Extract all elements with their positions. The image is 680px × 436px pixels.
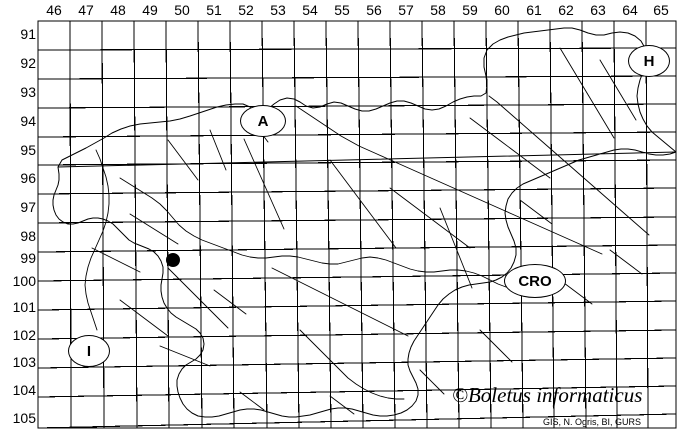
row-label-97: 97 xyxy=(20,199,36,215)
country-label-hungary: H xyxy=(628,45,670,77)
row-label-98: 98 xyxy=(20,228,36,244)
col-label-52: 52 xyxy=(238,2,254,18)
record-layer xyxy=(166,253,180,267)
row-label-105: 105 xyxy=(12,410,36,426)
col-label-62: 62 xyxy=(558,2,574,18)
row-label-95: 95 xyxy=(20,142,36,158)
col-label-61: 61 xyxy=(526,2,542,18)
col-label-56: 56 xyxy=(366,2,382,18)
col-label-58: 58 xyxy=(430,2,446,18)
col-label-48: 48 xyxy=(110,2,126,18)
country-label-croatia: CRO xyxy=(504,264,566,298)
col-label-47: 47 xyxy=(78,2,94,18)
row-label-103: 103 xyxy=(12,354,36,370)
col-label-59: 59 xyxy=(462,2,478,18)
col-label-65: 65 xyxy=(653,2,669,18)
watermark-text: ©Boletus informaticus xyxy=(452,383,643,407)
col-label-63: 63 xyxy=(590,2,606,18)
row-label-94: 94 xyxy=(20,113,36,129)
row-label-91: 91 xyxy=(20,26,36,42)
record-point[interactable] xyxy=(166,253,180,267)
col-label-50: 50 xyxy=(174,2,190,18)
col-label-64: 64 xyxy=(622,2,638,18)
row-label-102: 102 xyxy=(12,327,36,343)
col-label-54: 54 xyxy=(302,2,318,18)
row-label-99: 99 xyxy=(20,250,36,266)
country-label-italy: I xyxy=(68,335,110,367)
col-label-53: 53 xyxy=(270,2,286,18)
row-label-101: 101 xyxy=(12,299,36,315)
row-label-100: 100 xyxy=(12,273,36,289)
country-label-austria: A xyxy=(240,105,286,137)
col-label-57: 57 xyxy=(398,2,414,18)
row-label-104: 104 xyxy=(12,382,36,398)
col-label-51: 51 xyxy=(206,2,222,18)
col-label-46: 46 xyxy=(46,2,62,18)
col-label-55: 55 xyxy=(334,2,350,18)
col-label-49: 49 xyxy=(142,2,158,18)
col-label-60: 60 xyxy=(494,2,510,18)
row-label-92: 92 xyxy=(20,55,36,71)
credit-text: GIS, N. Ogris, BI, GURS xyxy=(543,417,642,427)
map-frame xyxy=(37,20,677,429)
map-grid xyxy=(37,20,677,429)
row-label-93: 93 xyxy=(20,84,36,100)
row-label-96: 96 xyxy=(20,170,36,186)
river-network xyxy=(84,47,650,415)
